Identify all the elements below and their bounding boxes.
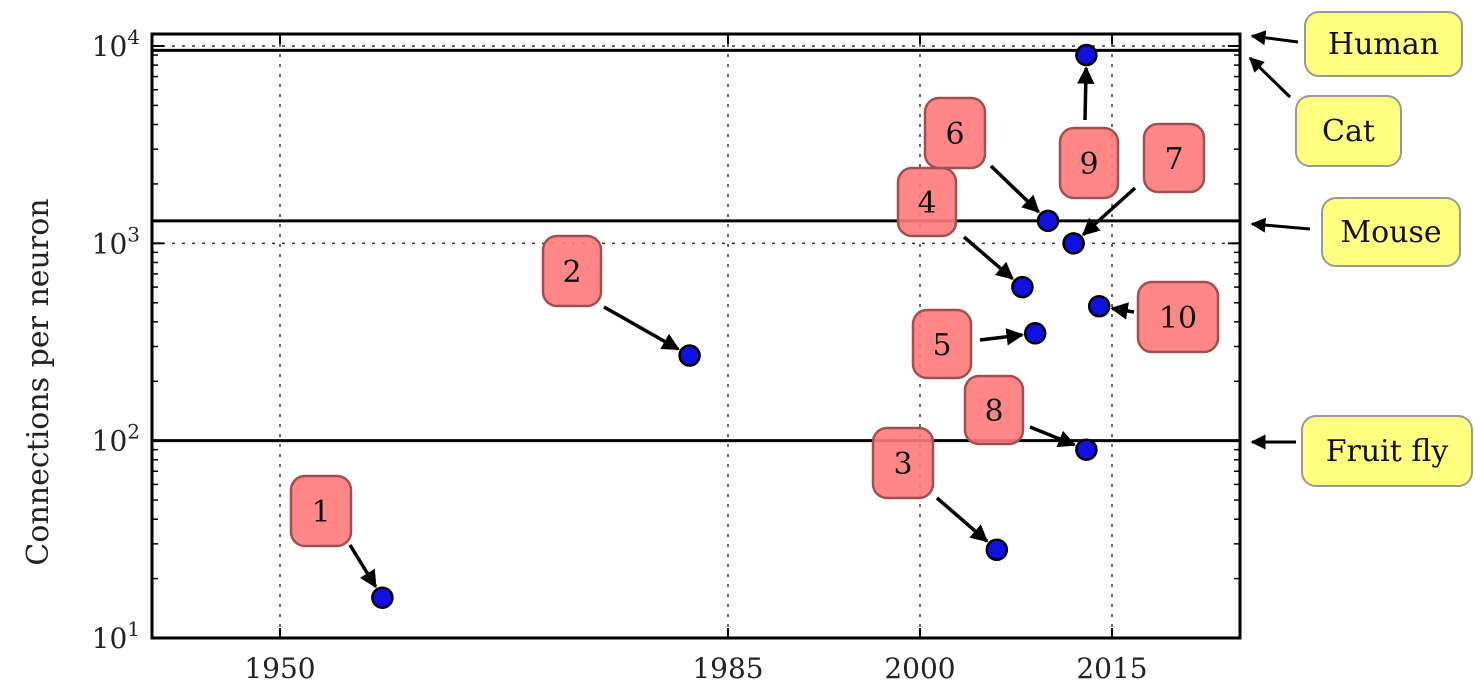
annotation-arrow <box>348 544 378 589</box>
annotation-arrow <box>1081 186 1137 236</box>
data-point <box>1075 438 1098 461</box>
data-point <box>371 586 394 609</box>
y-tick-label: 104 <box>92 25 140 63</box>
x-tick-label: 1985 <box>692 652 763 685</box>
data-point <box>1023 322 1047 345</box>
plot-frame <box>150 32 1242 640</box>
data-point <box>1036 209 1060 233</box>
annotation-arrow <box>1077 66 1095 121</box>
data-point <box>678 344 701 367</box>
annotation-arrow <box>989 164 1040 214</box>
reference-arrow <box>1250 30 1299 46</box>
reference-labels: Human Cat Mouse Fruit fly <box>1248 11 1473 487</box>
annotation-label: 7 <box>1164 142 1183 177</box>
reference-label: Fruit fly <box>1326 434 1449 469</box>
y-axis-label: Connections per neuron <box>21 198 56 565</box>
data-point <box>1075 43 1098 67</box>
data-point <box>1087 294 1111 318</box>
x-tick-label: 2015 <box>1076 652 1147 685</box>
annotation-arrow <box>1110 302 1135 320</box>
annotation-box <box>911 308 973 380</box>
reference-arrow <box>1250 217 1311 233</box>
annotation-box <box>541 234 603 308</box>
y-tick-label: 102 <box>92 420 140 458</box>
reference-label: Mouse <box>1340 215 1441 250</box>
annotation-label: 9 <box>1079 147 1098 182</box>
annotation-arrow <box>935 496 989 543</box>
annotation-box <box>1136 280 1220 354</box>
annotation-label: 1 <box>311 495 330 530</box>
reference-label: Cat <box>1322 114 1375 149</box>
annotation-label: 8 <box>984 394 1003 429</box>
annotation-arrow <box>603 305 680 351</box>
data-point <box>985 538 1009 562</box>
annotation-label: 6 <box>945 117 964 152</box>
y-tick-label: 101 <box>92 617 140 655</box>
annotation-label: 2 <box>562 255 581 290</box>
reference-label-box <box>1304 11 1463 77</box>
annotation-label: 10 <box>1159 301 1197 336</box>
x-tick-label: 1950 <box>244 652 315 685</box>
annotation-box <box>923 96 987 170</box>
annotation-arrow <box>962 235 1014 280</box>
annotation-box <box>289 474 353 548</box>
data-point <box>1062 232 1085 255</box>
reference-arrow <box>1248 56 1292 99</box>
grid <box>152 34 1240 639</box>
annotation-box <box>871 426 935 500</box>
x-tick-label: 2000 <box>884 652 955 685</box>
y-tick-label: 103 <box>92 222 140 260</box>
reference-label-box <box>1295 95 1402 167</box>
annotation-box <box>963 374 1025 446</box>
annotation-box <box>1058 126 1120 200</box>
annotation-box <box>896 166 958 238</box>
reference-label: Human <box>1328 27 1439 62</box>
annotation-label: 3 <box>893 447 912 482</box>
annotation-label: 5 <box>932 328 951 363</box>
reference-label-box <box>1321 197 1461 267</box>
annotation-arrow <box>979 328 1025 346</box>
annotation-label: 4 <box>917 186 936 221</box>
data-point <box>1011 275 1034 299</box>
point-annotations: 1 2 3 4 5 6 7 8 9 10 <box>289 66 1220 589</box>
annotation-box <box>1142 122 1206 194</box>
reference-label-box <box>1301 415 1473 487</box>
annotation-arrow <box>1029 425 1076 448</box>
data-points <box>371 43 1111 609</box>
